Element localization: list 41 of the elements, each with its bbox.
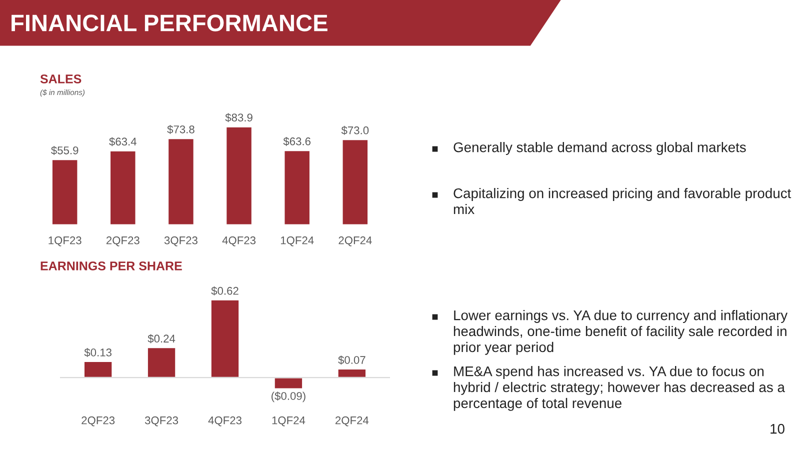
data-label: ($0.09) [272, 392, 306, 402]
bar [210, 298, 240, 378]
x-tick-label: 1QF24 [272, 416, 306, 426]
text: FINANCIAL PERFORMANCE [12, 14, 328, 32]
text: ME&A spend has increased vs. YA due to focus on hybrid / electric strategy; however has decreased as a percentage of total revenue [454, 366, 785, 411]
data-label: $0.07 [338, 356, 366, 365]
data-label: $83.9 [225, 113, 252, 122]
x-tick-label: 1QF23 [48, 236, 82, 246]
x-tick-label: 2QF23 [106, 236, 140, 246]
chart-title: EARNINGS PER SHARE [40, 262, 182, 270]
x-tick-label: 2QF24 [336, 416, 369, 426]
bar [146, 346, 177, 378]
data-label: $0.62 [211, 286, 238, 296]
x-tick-label: 2QF23 [82, 416, 115, 426]
bar [336, 368, 367, 378]
data-label: $55.9 [51, 146, 78, 155]
bar [341, 138, 369, 225]
data-label: $73.0 [341, 126, 369, 135]
x-tick-label: 3QF23 [164, 236, 198, 246]
x-tick-label: 3QF23 [144, 416, 178, 426]
chart-title: SALES [40, 74, 82, 84]
data-label: $73.8 [167, 125, 194, 134]
text: 10 [770, 424, 784, 434]
x-tick-label: 4QF23 [208, 416, 242, 426]
x-tick-label: 1QF24 [280, 236, 314, 246]
data-label: $0.24 [148, 334, 176, 344]
x-tick-label: 2QF24 [338, 236, 372, 246]
bar [225, 126, 253, 225]
bar [83, 360, 114, 378]
bar [283, 150, 311, 225]
bar [109, 150, 137, 225]
x-tick-label: 4QF23 [222, 236, 256, 246]
data-label: $0.13 [84, 348, 112, 358]
bar [273, 376, 304, 390]
bar [51, 158, 79, 225]
text: Lower earnings vs. YA due to currency and inflationary headwinds, one-time benefit of facility sale recorded in prior year period [454, 310, 788, 355]
data-label: $63.4 [109, 137, 136, 146]
text: Generally stable demand across global markets [454, 142, 746, 155]
data-label: $63.6 [283, 136, 311, 146]
text: Capitalizing on increased pricing and favorable product mix [454, 188, 792, 214]
bar [167, 138, 195, 225]
